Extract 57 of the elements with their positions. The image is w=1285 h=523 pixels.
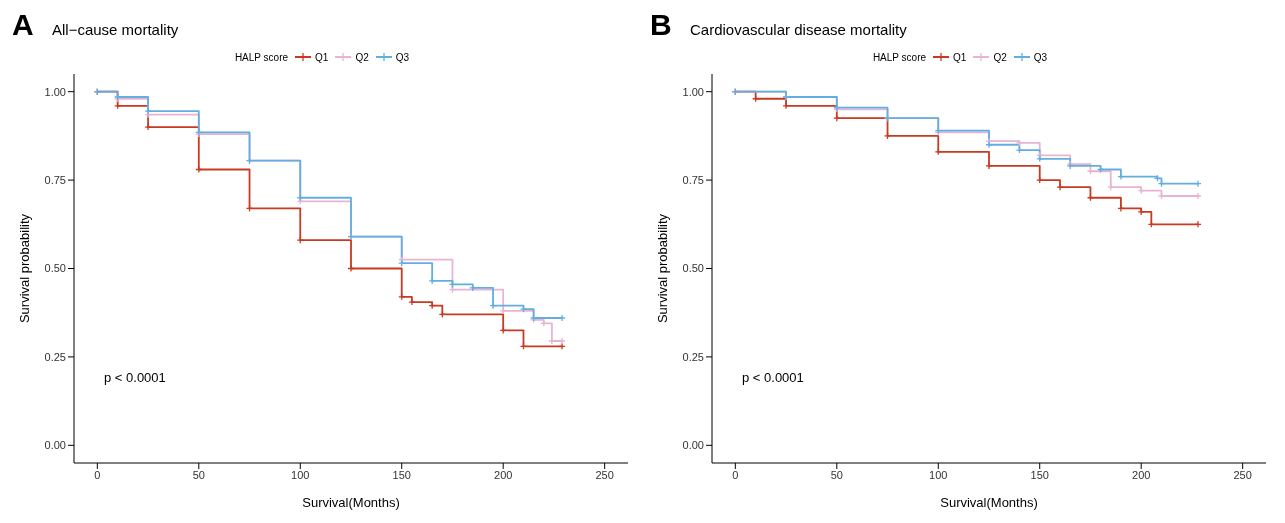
y-tick-label: 0.00 bbox=[44, 439, 66, 452]
y-tick-label: 0.75 bbox=[682, 174, 704, 186]
y-tick-label: 0.25 bbox=[44, 350, 66, 363]
legend-label: Q1 bbox=[315, 51, 329, 63]
point bbox=[144, 107, 152, 115]
y-tick-label: 0.50 bbox=[44, 262, 66, 275]
point bbox=[782, 102, 790, 110]
legend-label: Q2 bbox=[993, 51, 1007, 63]
x-axis-title: Survival(Months) bbox=[940, 495, 1038, 510]
text: B bbox=[650, 8, 673, 42]
y-tick-label: 0.75 bbox=[44, 174, 66, 186]
point bbox=[985, 162, 993, 170]
annotation: p < 0.0001 bbox=[742, 370, 804, 385]
y-tick-label: 0.00 bbox=[682, 439, 704, 452]
point bbox=[408, 298, 416, 306]
x-tick-label: 0 bbox=[94, 468, 101, 481]
x-tick-label: 250 bbox=[1233, 468, 1252, 481]
x-tick-label: 100 bbox=[291, 468, 310, 481]
legend-title: HALP score bbox=[234, 51, 289, 63]
legend-title: HALP score bbox=[872, 51, 927, 63]
point bbox=[469, 284, 477, 292]
point bbox=[1117, 172, 1125, 181]
x-tick-label: 50 bbox=[192, 468, 205, 481]
annotation: p < 0.0001 bbox=[104, 370, 166, 385]
point bbox=[1036, 155, 1044, 163]
y-tick-label: 0.50 bbox=[682, 262, 704, 275]
y-axis-title: Survival probability bbox=[654, 213, 670, 324]
text: A bbox=[12, 8, 35, 42]
point bbox=[347, 264, 355, 273]
x-tick-label: 250 bbox=[595, 468, 614, 481]
x-tick-label: 200 bbox=[494, 468, 513, 481]
y-tick-label: 0.25 bbox=[682, 350, 704, 363]
y-axis-title: Survival probability bbox=[16, 213, 32, 324]
x-tick-label: 0 bbox=[732, 468, 739, 481]
point bbox=[1137, 208, 1145, 216]
y-tick-label: 1.00 bbox=[44, 85, 66, 98]
point bbox=[1015, 146, 1024, 154]
point bbox=[1056, 183, 1064, 191]
chart-title: Cardiovascular disease mortality bbox=[690, 21, 907, 38]
y-tick-label: 1.00 bbox=[682, 85, 704, 98]
point bbox=[883, 132, 892, 140]
point bbox=[1117, 204, 1125, 213]
legend-label: Q2 bbox=[355, 51, 369, 63]
x-tick-label: 150 bbox=[392, 468, 411, 481]
legend-label: Q3 bbox=[395, 51, 410, 63]
point bbox=[499, 307, 507, 315]
x-tick-label: 200 bbox=[1132, 468, 1151, 481]
point bbox=[1036, 176, 1044, 184]
x-tick-label: 150 bbox=[1030, 468, 1049, 481]
x-axis-title: Survival(Months) bbox=[302, 495, 400, 510]
x-tick-label: 50 bbox=[830, 468, 843, 481]
x-tick-label: 100 bbox=[929, 468, 948, 481]
chart-title: All−cause mortality bbox=[52, 21, 179, 38]
legend-label: Q3 bbox=[1033, 51, 1048, 63]
point bbox=[985, 141, 993, 149]
point bbox=[144, 123, 152, 131]
legend-label: Q1 bbox=[953, 51, 967, 63]
